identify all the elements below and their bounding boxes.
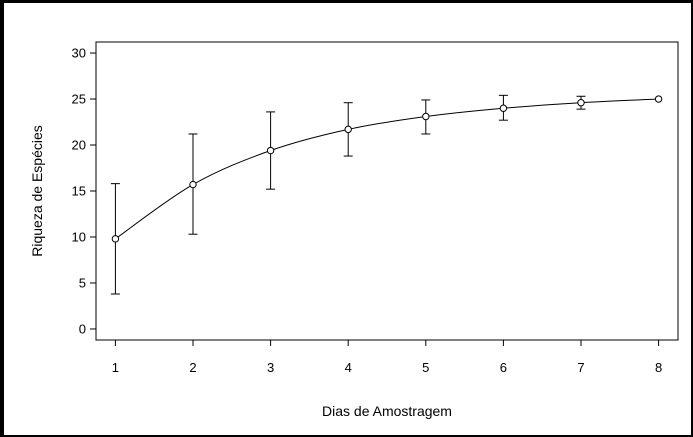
frame-top-border	[0, 0, 693, 3]
x-tick-label: 1	[112, 360, 119, 375]
frame-bottom-border	[0, 435, 693, 437]
x-axis-title: Dias de Amostragem	[322, 403, 452, 419]
y-tick-label: 0	[79, 321, 86, 336]
data-point	[577, 99, 585, 107]
y-tick-label: 10	[72, 229, 86, 244]
data-point	[422, 112, 430, 121]
y-tick-label: 5	[79, 275, 86, 290]
y-tick-label: 20	[72, 138, 86, 153]
y-axis-title: Riqueza de Espécies	[29, 125, 45, 257]
error-bars	[110, 94, 586, 295]
data-point	[499, 104, 508, 112]
data-point	[654, 95, 663, 103]
data-point	[189, 180, 197, 189]
data-points	[111, 95, 663, 243]
data-point	[344, 125, 352, 134]
x-tick-label: 6	[500, 360, 507, 375]
y-axis: 0 5 10 15 20 25 30	[72, 46, 96, 336]
y-tick-label: 30	[72, 46, 86, 61]
x-tick-label: 2	[189, 360, 196, 375]
x-axis: 1 2 3 4 5 6 7 8	[112, 340, 662, 375]
data-point	[266, 146, 275, 155]
y-tick-label: 25	[72, 92, 86, 107]
frame-right-border	[691, 0, 693, 437]
series-line	[115, 98, 659, 240]
y-tick-label: 15	[72, 184, 86, 199]
x-tick-label: 7	[577, 360, 584, 375]
x-tick-label: 5	[422, 360, 429, 375]
data-point	[111, 235, 120, 243]
x-tick-label: 4	[345, 360, 352, 375]
x-tick-label: 3	[267, 360, 274, 375]
x-tick-label: 8	[655, 360, 662, 375]
frame-left-border	[0, 0, 4, 437]
